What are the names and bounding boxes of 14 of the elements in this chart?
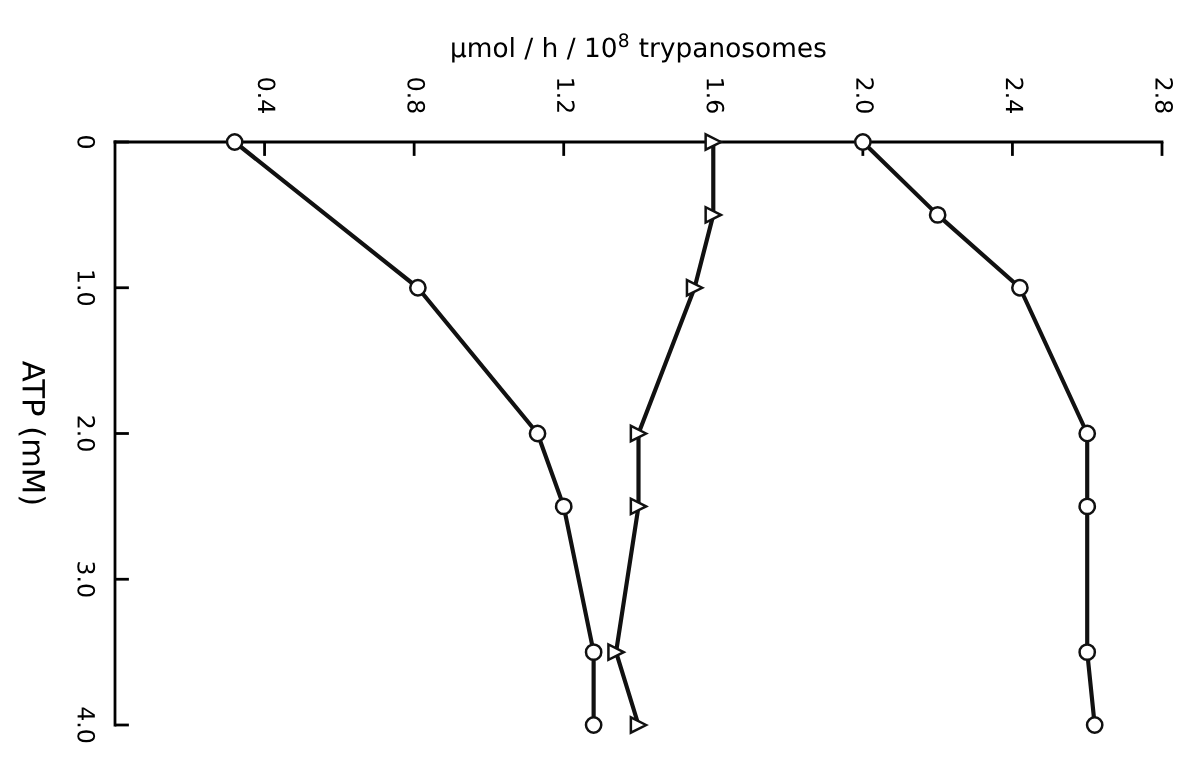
y-tick-label: 2.0 [77,416,96,451]
y-tick-label: 3.0 [77,562,96,597]
y-tick-label: 0 [77,136,96,148]
x-tick-label: 2.8 [1155,78,1174,113]
x-tick-label: 0.8 [407,78,426,113]
y-tick-label: 4.0 [77,707,96,743]
x-tick-label: 1.2 [557,79,575,112]
y-axis-title: ATP (mM) [18,361,46,504]
x-tick-label: 2.4 [1005,78,1024,113]
x-tick-label: 0.4 [257,78,276,113]
x-tick-label: 2.0 [856,78,874,113]
x-tick-label: 1.6 [706,79,725,113]
x-axis-title: μmol / h / 10$^{8}$ trypanosomes [452,33,826,63]
y-tick-label: 1.0 [77,271,96,305]
